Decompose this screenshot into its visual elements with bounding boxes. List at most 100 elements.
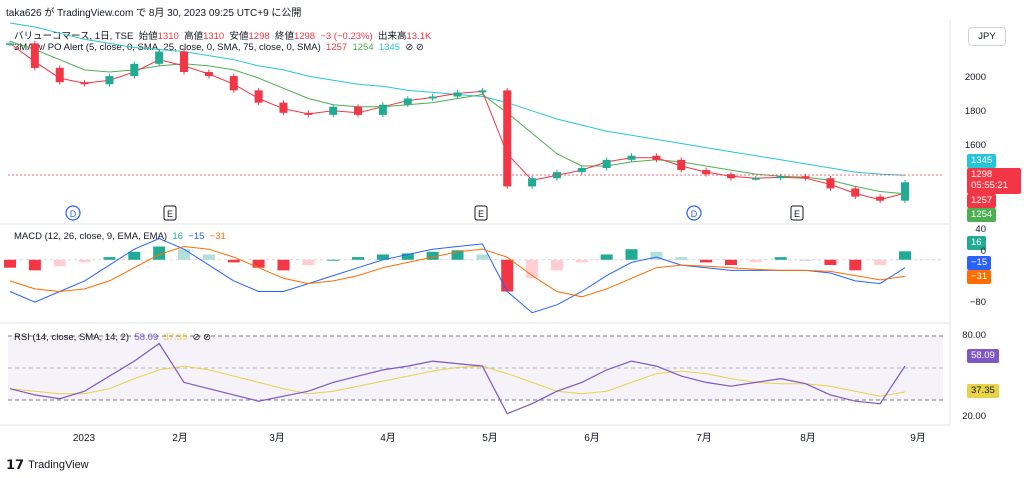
- candle: [702, 170, 711, 175]
- macd-hist-bar: [352, 257, 365, 260]
- candle: [851, 188, 860, 197]
- bar-countdown: 05:55:21: [971, 180, 1008, 191]
- time-tick: 4月: [380, 432, 396, 444]
- macd-hist-bar: [476, 254, 489, 260]
- candle: [826, 178, 835, 189]
- macd-hist-bar: [849, 259, 862, 271]
- macd-hist-bar: [302, 259, 315, 266]
- macd-tick: 40: [975, 224, 986, 235]
- macd-hist-bar: [575, 259, 588, 263]
- candle: [801, 176, 810, 179]
- time-tick: 2月: [172, 432, 188, 444]
- candle: [876, 196, 885, 201]
- candle: [254, 90, 263, 103]
- rsi-pane: [8, 335, 943, 415]
- macd-hist-bar: [178, 249, 191, 260]
- candle: [453, 92, 462, 97]
- rsi-title: RSI (14, close, SMA, 14, 2): [14, 332, 130, 343]
- macd-hist-value: 16: [172, 231, 183, 242]
- rsi-legend[interactable]: RSI (14, close, SMA, 14, 2) 58.09 37.35 …: [14, 332, 211, 343]
- macd-tick: −80: [969, 297, 986, 308]
- candle: [55, 67, 64, 83]
- candle: [378, 104, 387, 115]
- macd-hist-badge: 16: [967, 236, 986, 250]
- event-marker[interactable]: D: [65, 205, 81, 221]
- event-marker[interactable]: E: [163, 205, 177, 221]
- macd-hist-bar: [550, 259, 563, 271]
- macd-hist-bar: [53, 259, 66, 267]
- event-marker[interactable]: D: [686, 205, 702, 221]
- macd-hist-bar: [128, 251, 141, 260]
- candle: [528, 178, 537, 187]
- candle: [30, 43, 39, 68]
- dividend-icon: [686, 205, 702, 221]
- time-tick: 2023: [73, 433, 96, 444]
- candle: [478, 90, 487, 93]
- earnings-icon: [163, 205, 177, 221]
- macd-hist-bar: [103, 257, 116, 260]
- price-tick: 1800: [964, 106, 986, 117]
- candle: [6, 43, 14, 45]
- dividend-icon: [65, 205, 81, 221]
- macd-hist-bar: [625, 249, 638, 260]
- macd-hist-bar: [252, 259, 265, 268]
- rsi-value: 58.09: [134, 332, 159, 343]
- event-label: D: [70, 209, 77, 219]
- macd-hist-bar: [774, 257, 787, 260]
- macd-hist-bar: [277, 259, 290, 271]
- rsi-badge: 58.09: [967, 349, 999, 363]
- macd-hist-bar: [749, 259, 762, 263]
- candle: [577, 168, 586, 173]
- macd-pane: [4, 238, 943, 314]
- hide-icon[interactable]: ⊘: [192, 332, 201, 343]
- candle: [329, 106, 338, 115]
- macd-hist-bar: [202, 254, 215, 260]
- volume-value: 13.1K: [406, 31, 432, 42]
- event-marker[interactable]: E: [790, 205, 804, 221]
- macd-hist-bar: [874, 259, 887, 266]
- ma3-value: 1345: [378, 42, 401, 53]
- time-tick: 5月: [482, 432, 498, 444]
- currency-button[interactable]: JPY: [968, 27, 1006, 46]
- macd-title: MACD (12, 26, close, 9, EMA, EMA): [14, 231, 168, 242]
- macd-line-badge: −15: [967, 256, 992, 270]
- candle: [155, 51, 164, 64]
- macd-hist-bar: [426, 251, 439, 260]
- price-pane: [6, 22, 909, 204]
- event-label: D: [691, 209, 698, 219]
- hide-icon[interactable]: ⊘: [405, 42, 414, 53]
- last-price-value: 1298: [971, 169, 993, 180]
- candle: [776, 176, 785, 179]
- last-price-badge: 1298 05:55:21: [967, 168, 1021, 194]
- open-value: 1310: [157, 31, 179, 42]
- macd-signal-badge: −31: [967, 270, 992, 284]
- price-tick: 2000: [964, 72, 986, 83]
- candle: [627, 155, 636, 160]
- candle: [204, 71, 213, 77]
- rsi-line: [9, 342, 906, 415]
- ma-legend[interactable]: 3MA w/ PO Alert (5, close, 0, SMA, 25, c…: [14, 42, 424, 53]
- macd-hist-bar: [28, 259, 41, 271]
- earnings-icon: [474, 205, 488, 221]
- candle: [901, 182, 909, 201]
- event-label: E: [478, 209, 484, 219]
- tradingview-logo[interactable]: 𝟭𝟳 TradingView: [6, 457, 89, 473]
- macd-hist-bar: [799, 259, 812, 261]
- rsi-ma-badge: 37.35: [967, 384, 999, 398]
- event-marker[interactable]: E: [474, 205, 488, 221]
- macd-legend[interactable]: MACD (12, 26, close, 9, EMA, EMA) 16 −15…: [14, 231, 226, 242]
- macd-hist-bar: [401, 253, 414, 260]
- ma3-price-badge: 1345: [967, 154, 997, 168]
- settings-icon[interactable]: ⊘: [203, 332, 212, 343]
- candle: [279, 102, 288, 113]
- ma1-price-badge: 1257: [967, 194, 997, 208]
- candle: [130, 63, 139, 77]
- settings-icon[interactable]: ⊘: [415, 42, 424, 53]
- macd-hist-bar: [650, 251, 663, 260]
- candle: [105, 76, 114, 85]
- candle: [180, 51, 189, 72]
- change-value: −3 (−0.23%): [320, 31, 373, 42]
- candle: [602, 159, 611, 169]
